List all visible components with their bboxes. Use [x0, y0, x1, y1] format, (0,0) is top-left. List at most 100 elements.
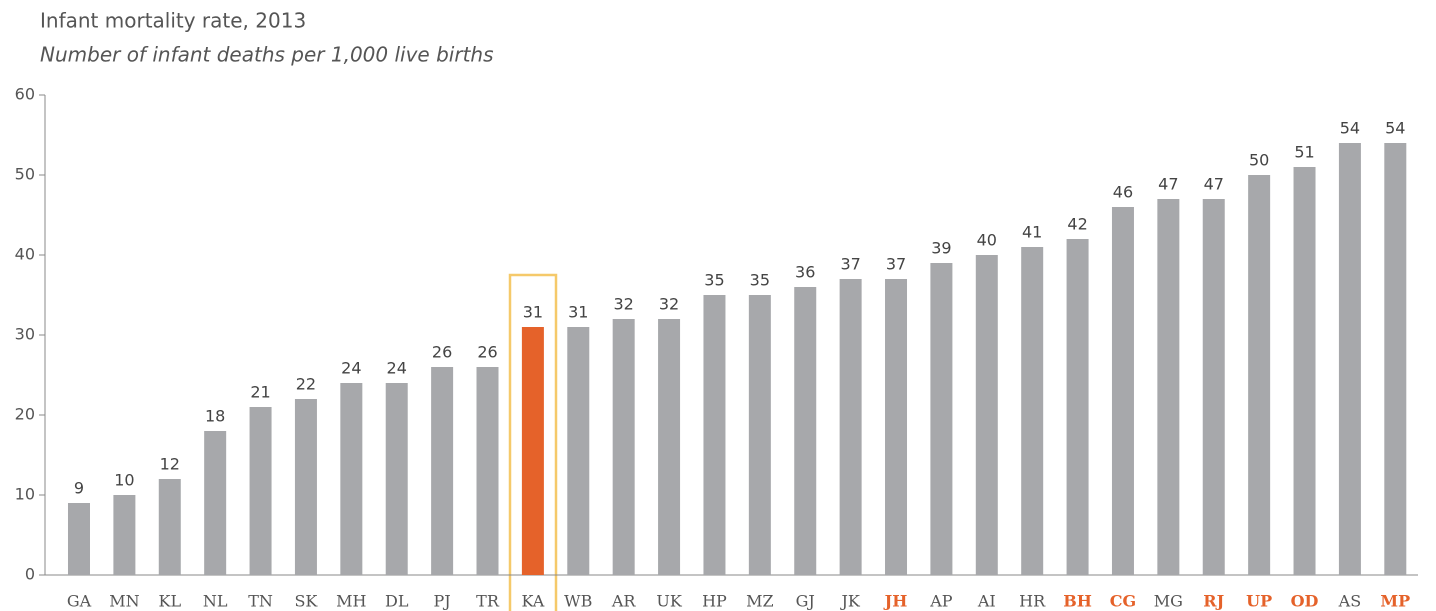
- value-label: 35: [704, 271, 724, 290]
- x-tick-label: UP: [1246, 592, 1272, 611]
- value-label: 54: [1385, 119, 1405, 138]
- x-tick-label: OD: [1291, 592, 1319, 611]
- bar: [158, 479, 181, 575]
- bar: [1338, 143, 1361, 575]
- value-label: 21: [250, 383, 270, 402]
- bar: [1384, 143, 1407, 575]
- value-label: 31: [568, 303, 588, 322]
- bar: [249, 407, 272, 575]
- bar: [885, 279, 908, 575]
- value-label: 24: [341, 359, 361, 378]
- bar: [340, 383, 363, 575]
- x-tick-label: AP: [929, 592, 953, 611]
- value-label: 46: [1113, 183, 1133, 202]
- x-tick-label: TR: [476, 592, 500, 611]
- value-label: 40: [977, 231, 997, 250]
- bar: [294, 399, 317, 575]
- bar: [521, 327, 544, 575]
- bar: [1202, 199, 1225, 575]
- chart-title: Infant mortality rate, 2013: [40, 9, 306, 33]
- value-label: 12: [160, 455, 180, 474]
- x-tick-label: MP: [1380, 592, 1410, 611]
- x-tick-label: BH: [1063, 592, 1092, 611]
- y-tick-label: 30: [15, 325, 35, 344]
- value-label: 32: [613, 295, 633, 314]
- x-tick-label: KL: [158, 592, 181, 611]
- x-tick-label: MN: [109, 592, 139, 611]
- y-tick-label: 40: [15, 245, 35, 264]
- bar: [839, 279, 862, 575]
- x-tick-label: GJ: [796, 592, 815, 611]
- bar: [612, 319, 635, 575]
- x-tick-label: NL: [203, 592, 228, 611]
- value-label: 41: [1022, 223, 1042, 242]
- value-label: 39: [931, 239, 951, 258]
- x-tick-label: DL: [385, 592, 409, 611]
- bar: [703, 295, 726, 575]
- bar: [1021, 247, 1044, 575]
- value-label: 47: [1158, 175, 1178, 194]
- bar: [1066, 239, 1089, 575]
- bar: [431, 367, 454, 575]
- value-label: 42: [1067, 215, 1087, 234]
- x-tick-label: MG: [1154, 592, 1183, 611]
- bar: [204, 431, 227, 575]
- chart-subtitle: Number of infant deaths per 1,000 live b…: [40, 43, 494, 67]
- bar: [1293, 167, 1316, 575]
- x-tick-label: KA: [521, 592, 544, 611]
- x-tick-label: AS: [1338, 592, 1362, 611]
- x-tick-label: AI: [977, 592, 996, 611]
- y-tick-label: 50: [15, 165, 35, 184]
- x-tick-label: UK: [656, 592, 682, 611]
- value-label: 10: [114, 471, 134, 490]
- value-label: 36: [795, 263, 815, 282]
- bar: [975, 255, 998, 575]
- bar: [567, 327, 590, 575]
- y-tick-label: 0: [25, 565, 35, 584]
- x-tick-label: JK: [839, 592, 860, 611]
- x-tick-label: AR: [611, 592, 637, 611]
- y-tick-label: 60: [15, 85, 35, 104]
- x-tick-label: CG: [1110, 592, 1136, 611]
- value-label: 26: [432, 343, 452, 362]
- bar: [113, 495, 136, 575]
- bar: [385, 383, 408, 575]
- value-label: 9: [74, 479, 84, 498]
- value-label: 51: [1294, 143, 1314, 162]
- highlight-box: [508, 273, 558, 611]
- x-tick-label: WB: [564, 592, 592, 611]
- bar: [658, 319, 681, 575]
- y-tick-label: 10: [15, 485, 35, 504]
- value-label: 35: [750, 271, 770, 290]
- bar: [1157, 199, 1180, 575]
- bar: [1248, 175, 1271, 575]
- bar: [1111, 207, 1134, 575]
- value-label: 26: [477, 343, 497, 362]
- value-label: 22: [296, 375, 316, 394]
- value-label: 37: [886, 255, 906, 274]
- x-tick-label: HR: [1019, 592, 1046, 611]
- x-tick-label: MH: [336, 592, 366, 611]
- value-label: 18: [205, 407, 225, 426]
- x-tick-label: GA: [67, 592, 92, 611]
- x-tick-label: MZ: [746, 592, 774, 611]
- value-label: 32: [659, 295, 679, 314]
- value-label: 31: [523, 303, 543, 322]
- y-tick-label: 20: [15, 405, 35, 424]
- value-label: 37: [840, 255, 860, 274]
- value-label: 47: [1204, 175, 1224, 194]
- bar: [67, 503, 90, 575]
- value-label: 50: [1249, 151, 1269, 170]
- bar: [794, 287, 817, 575]
- bar: [930, 263, 953, 575]
- x-tick-label: RJ: [1203, 592, 1224, 611]
- x-tick-label: TN: [248, 592, 273, 611]
- value-label: 54: [1340, 119, 1360, 138]
- x-tick-label: SK: [294, 592, 318, 611]
- x-tick-label: JH: [883, 592, 908, 611]
- x-tick-label: HP: [702, 592, 727, 611]
- bar: [476, 367, 499, 575]
- x-tick-label: PJ: [434, 592, 451, 611]
- bar: [748, 295, 771, 575]
